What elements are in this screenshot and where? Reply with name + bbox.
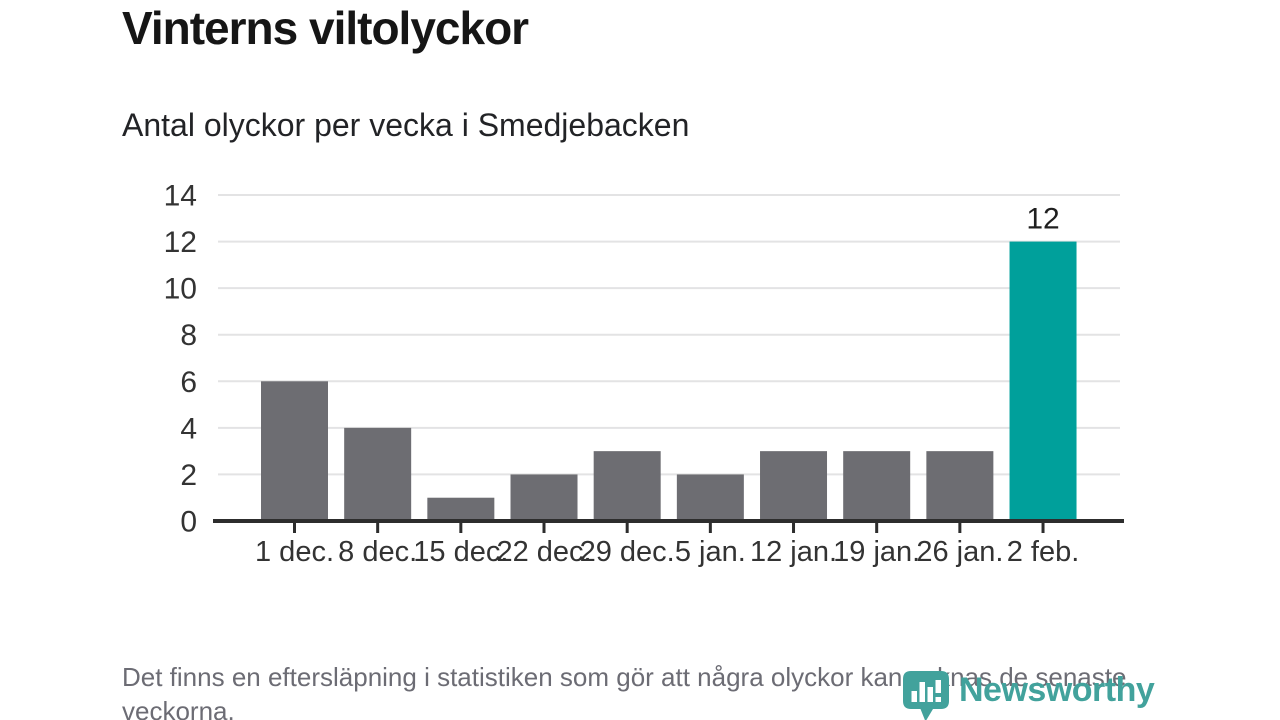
x-axis-label: 22 dec. xyxy=(496,536,591,568)
bar xyxy=(926,451,994,521)
newsworthy-logo: Newsworthy xyxy=(903,671,1155,720)
bar xyxy=(427,497,495,521)
y-axis-label: 0 xyxy=(180,506,197,539)
x-axis-label: 8 dec. xyxy=(338,536,417,568)
highlight-bar xyxy=(1009,241,1077,522)
footnote: Det finns en eftersläpning i statistiken… xyxy=(122,662,1127,720)
y-axis-label: 6 xyxy=(180,366,197,399)
x-axis-label: 1 dec. xyxy=(255,536,334,568)
bar-chart: 0 2 4 6 8 10 12 14 1 dec. 8 dec.15 dec.22 dec.29 … xyxy=(164,180,1124,568)
y-axis-label: 12 xyxy=(164,226,197,259)
x-axis-label: 12 jan. xyxy=(750,536,837,568)
x-axis-label: 15 dec. xyxy=(413,536,508,568)
bar xyxy=(261,381,328,521)
newsworthy-wordmark: Newsworthy xyxy=(959,671,1155,709)
bar xyxy=(843,451,911,521)
y-axis-label: 8 xyxy=(180,319,197,352)
bar xyxy=(676,474,744,521)
bar xyxy=(593,451,661,521)
bar xyxy=(760,451,828,521)
x-axis-label: 2 feb. xyxy=(1007,536,1080,568)
value-label: 12 xyxy=(1026,203,1059,236)
y-axis-label: 10 xyxy=(164,273,197,306)
chart-title: Vinterns viltolyckor xyxy=(122,2,529,54)
bar xyxy=(510,474,578,521)
y-axis-label: 14 xyxy=(164,180,197,213)
x-axis-label: 19 jan. xyxy=(833,536,920,568)
y-axis-label: 4 xyxy=(180,412,197,445)
y-axis-label: 2 xyxy=(180,459,197,492)
bar xyxy=(344,427,412,521)
x-axis-label: 5 jan. xyxy=(675,536,746,568)
x-axis-label: 29 dec. xyxy=(580,536,675,568)
newsworthy-bubble-chart-icon xyxy=(903,671,949,720)
x-axis-label: 26 jan. xyxy=(916,536,1003,568)
chart-subtitle: Antal olyckor per vecka i Smedjebacken xyxy=(122,107,690,143)
